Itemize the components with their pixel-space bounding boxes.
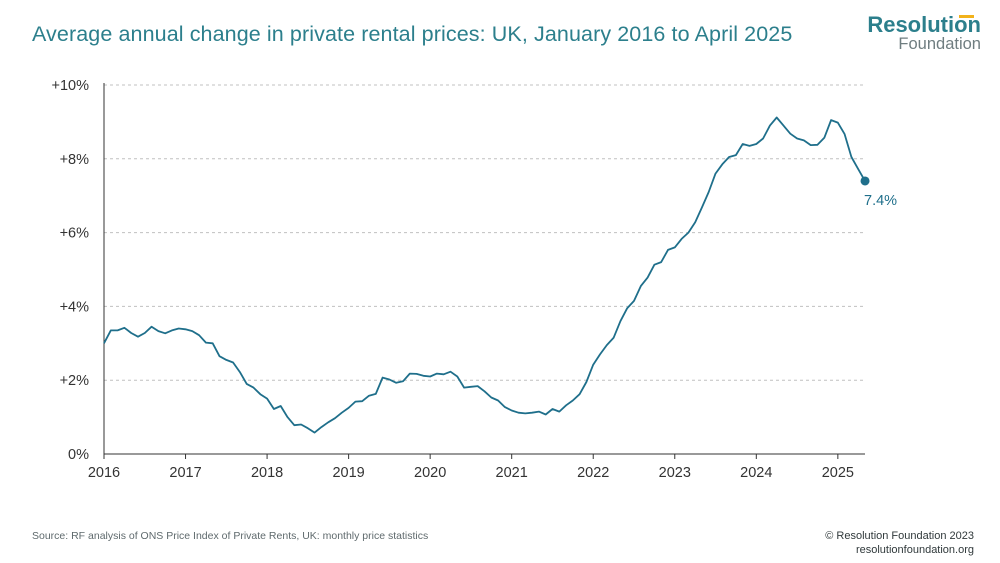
x-tick-label: 2018	[251, 465, 283, 481]
y-tick-label: 0%	[68, 447, 89, 463]
x-tick-label: 2017	[169, 465, 201, 481]
website-link[interactable]: resolutionfoundation.org	[855, 544, 974, 556]
chart-title: Average annual change in private rental …	[32, 22, 793, 46]
y-tick-label: +8%	[60, 152, 90, 168]
end-value-label: 7.4%	[864, 193, 897, 209]
series-line-rental-change	[103, 116, 866, 434]
source-note: Source: RF analysis of ONS Price Index o…	[32, 530, 429, 542]
x-tick-label: 2022	[577, 465, 609, 481]
x-tick-label: 2021	[496, 465, 528, 481]
x-tick-label: 2024	[740, 465, 772, 481]
resolution-foundation-logo: Resolution Foundation	[867, 14, 981, 53]
y-tick-label: +6%	[60, 226, 90, 242]
y-tick-label: +4%	[60, 299, 90, 315]
logo-accent-mark	[959, 15, 974, 18]
logo-wordmark-bottom: Foundation	[898, 35, 981, 53]
x-tick-label: 2025	[822, 465, 854, 481]
x-tick-label: 2023	[659, 465, 691, 481]
x-tick-label: 2019	[332, 465, 364, 481]
x-tick-label: 2020	[414, 465, 446, 481]
copyright-text: © Resolution Foundation 2023	[825, 530, 974, 542]
y-tick-label: +2%	[60, 373, 90, 389]
y-tick-label: +10%	[52, 78, 90, 94]
x-tick-label: 2016	[88, 465, 120, 481]
copyright-block: © Resolution Foundation 2023 resolutionf…	[825, 529, 974, 557]
logo-top-text: Resolution	[867, 12, 981, 37]
end-point-marker	[860, 176, 870, 186]
logo-wordmark-top: Resolution	[867, 14, 981, 36]
